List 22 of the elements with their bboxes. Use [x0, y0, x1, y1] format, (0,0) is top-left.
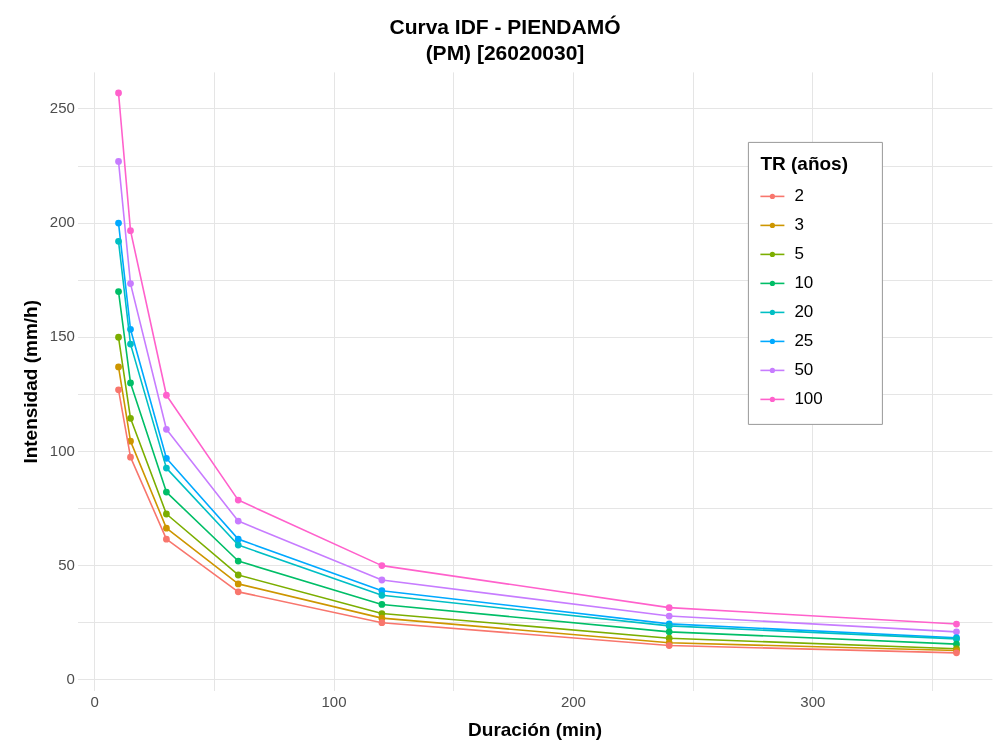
y-tick-label: 150	[49, 327, 75, 345]
x-tick-label: 300	[800, 693, 826, 711]
x-tick-label: 200	[560, 693, 586, 711]
legend-label: 25	[794, 331, 814, 351]
legend-label: 5	[794, 244, 804, 264]
legend-label: 10	[794, 273, 814, 293]
x-tick-label: 0	[90, 693, 99, 711]
legend-label: 2	[794, 186, 804, 206]
legend-label: 100	[794, 389, 823, 409]
x-tick-label: 100	[321, 693, 347, 711]
y-tick-label: 200	[49, 213, 75, 231]
legend-title: TR (años)	[760, 152, 849, 174]
legend-label: 50	[794, 360, 814, 380]
y-tick-label: 250	[49, 99, 75, 117]
chart-title: Curva IDF - PIENDAMÓ (PM) [26020030]	[389, 15, 621, 64]
x-axis-title: Duración (min)	[468, 718, 603, 740]
y-tick-label: 100	[49, 441, 75, 459]
y-tick-label: 50	[58, 555, 75, 573]
y-tick-label: 0	[66, 669, 75, 687]
legend-label: 3	[794, 215, 804, 235]
legend-label: 20	[794, 302, 814, 322]
y-axis-title: Intensidad (mm/h)	[19, 299, 41, 464]
